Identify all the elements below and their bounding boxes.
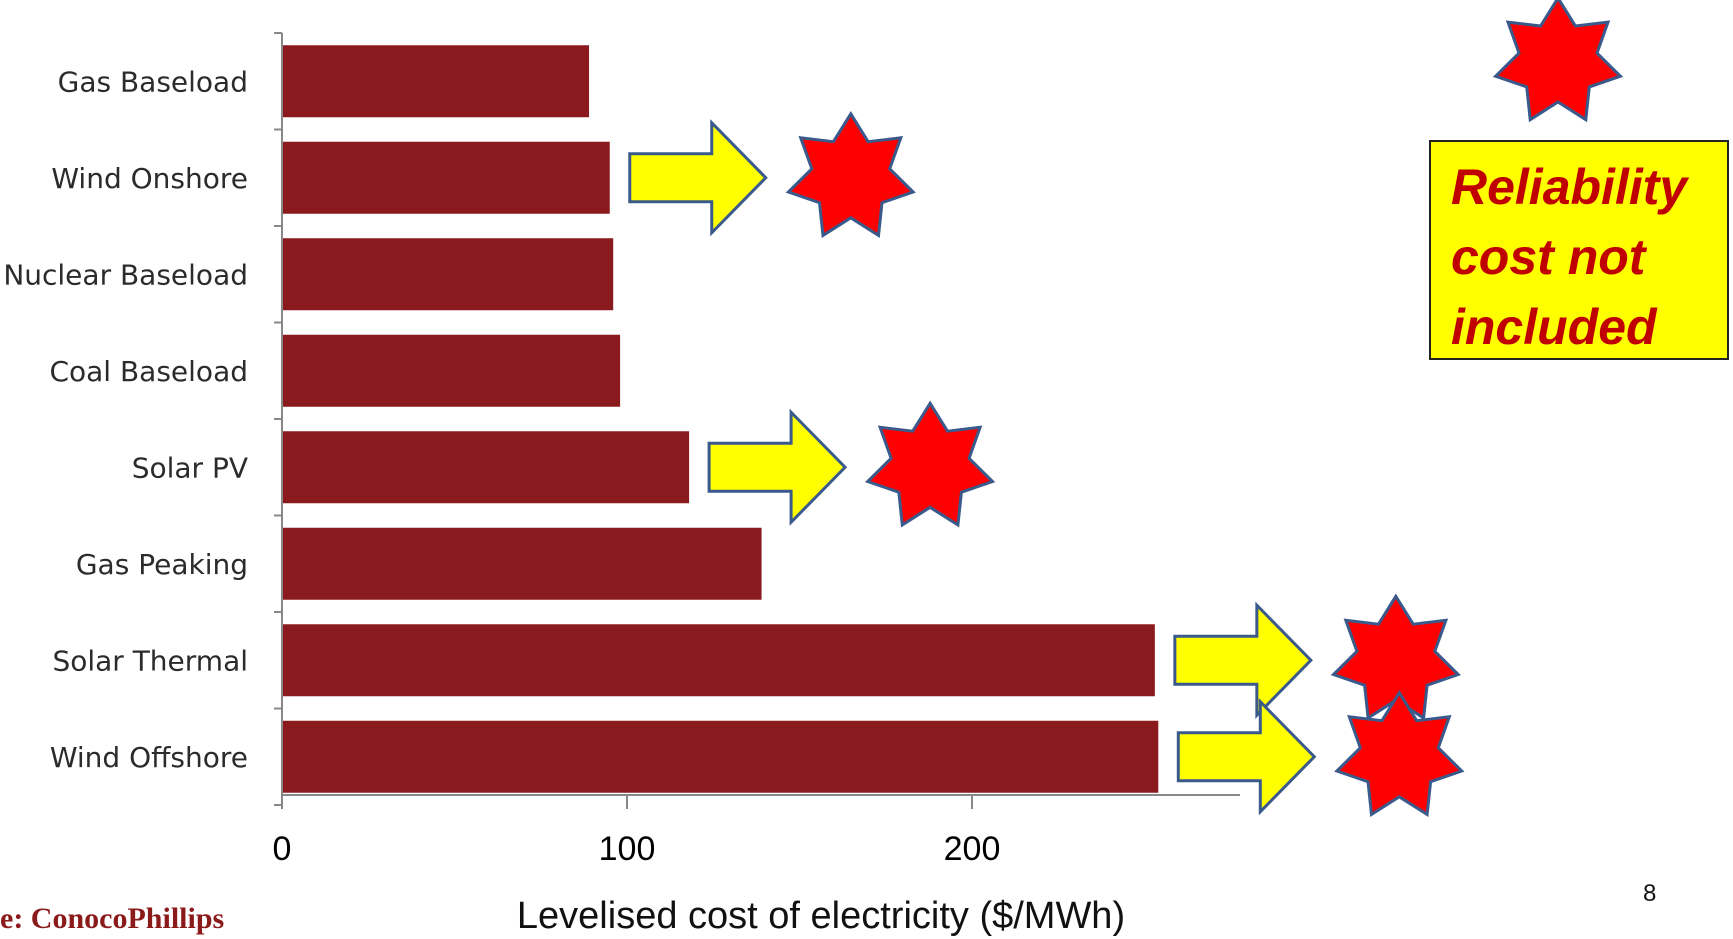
bars-group: [282, 45, 1159, 793]
category-label: Nuclear Baseload: [3, 258, 248, 291]
star-icon: [864, 400, 996, 528]
bar: [282, 45, 590, 118]
category-label: Gas Peaking: [76, 548, 248, 581]
category-label: Wind Onshore: [51, 162, 248, 195]
star-icon: [1492, 0, 1624, 123]
reliability-note-box: Reliability cost not included: [1429, 140, 1729, 360]
bar: [282, 527, 762, 600]
axes-group: [274, 32, 1240, 809]
arrow-icon: [1176, 698, 1317, 816]
x-tick-label: 0: [273, 830, 292, 868]
arrow-icon: [707, 408, 848, 526]
star-icon: [785, 110, 916, 238]
x-tick-label: 100: [599, 830, 656, 868]
page-number: 8: [1643, 880, 1657, 907]
tick-labels-group: 0 100 200: [273, 830, 1001, 868]
bar: [282, 720, 1159, 793]
bar: [282, 141, 610, 214]
category-label: Solar Thermal: [52, 644, 248, 677]
category-label: Wind Offshore: [50, 741, 248, 774]
bar: [282, 431, 690, 504]
annotation-markers-group: [628, 0, 1624, 817]
category-labels-group: Gas Baseload Wind Onshore Nuclear Baseload…: [3, 65, 248, 774]
x-axis-title: Levelised cost of electricity ($/MWh): [517, 895, 1125, 937]
x-tick-label: 200: [944, 830, 1001, 868]
source-credit: e: ConocoPhillips: [0, 902, 225, 935]
arrow-icon: [1173, 601, 1313, 719]
reliability-note-text: Reliability cost not included: [1451, 159, 1688, 355]
bar: [282, 238, 614, 311]
arrow-icon: [628, 119, 768, 237]
bar: [282, 624, 1155, 697]
star-icon: [1334, 689, 1465, 817]
category-label: Gas Baseload: [58, 65, 248, 98]
category-label: Coal Baseload: [49, 355, 248, 388]
bar: [282, 334, 621, 407]
category-label: Solar PV: [132, 451, 248, 484]
